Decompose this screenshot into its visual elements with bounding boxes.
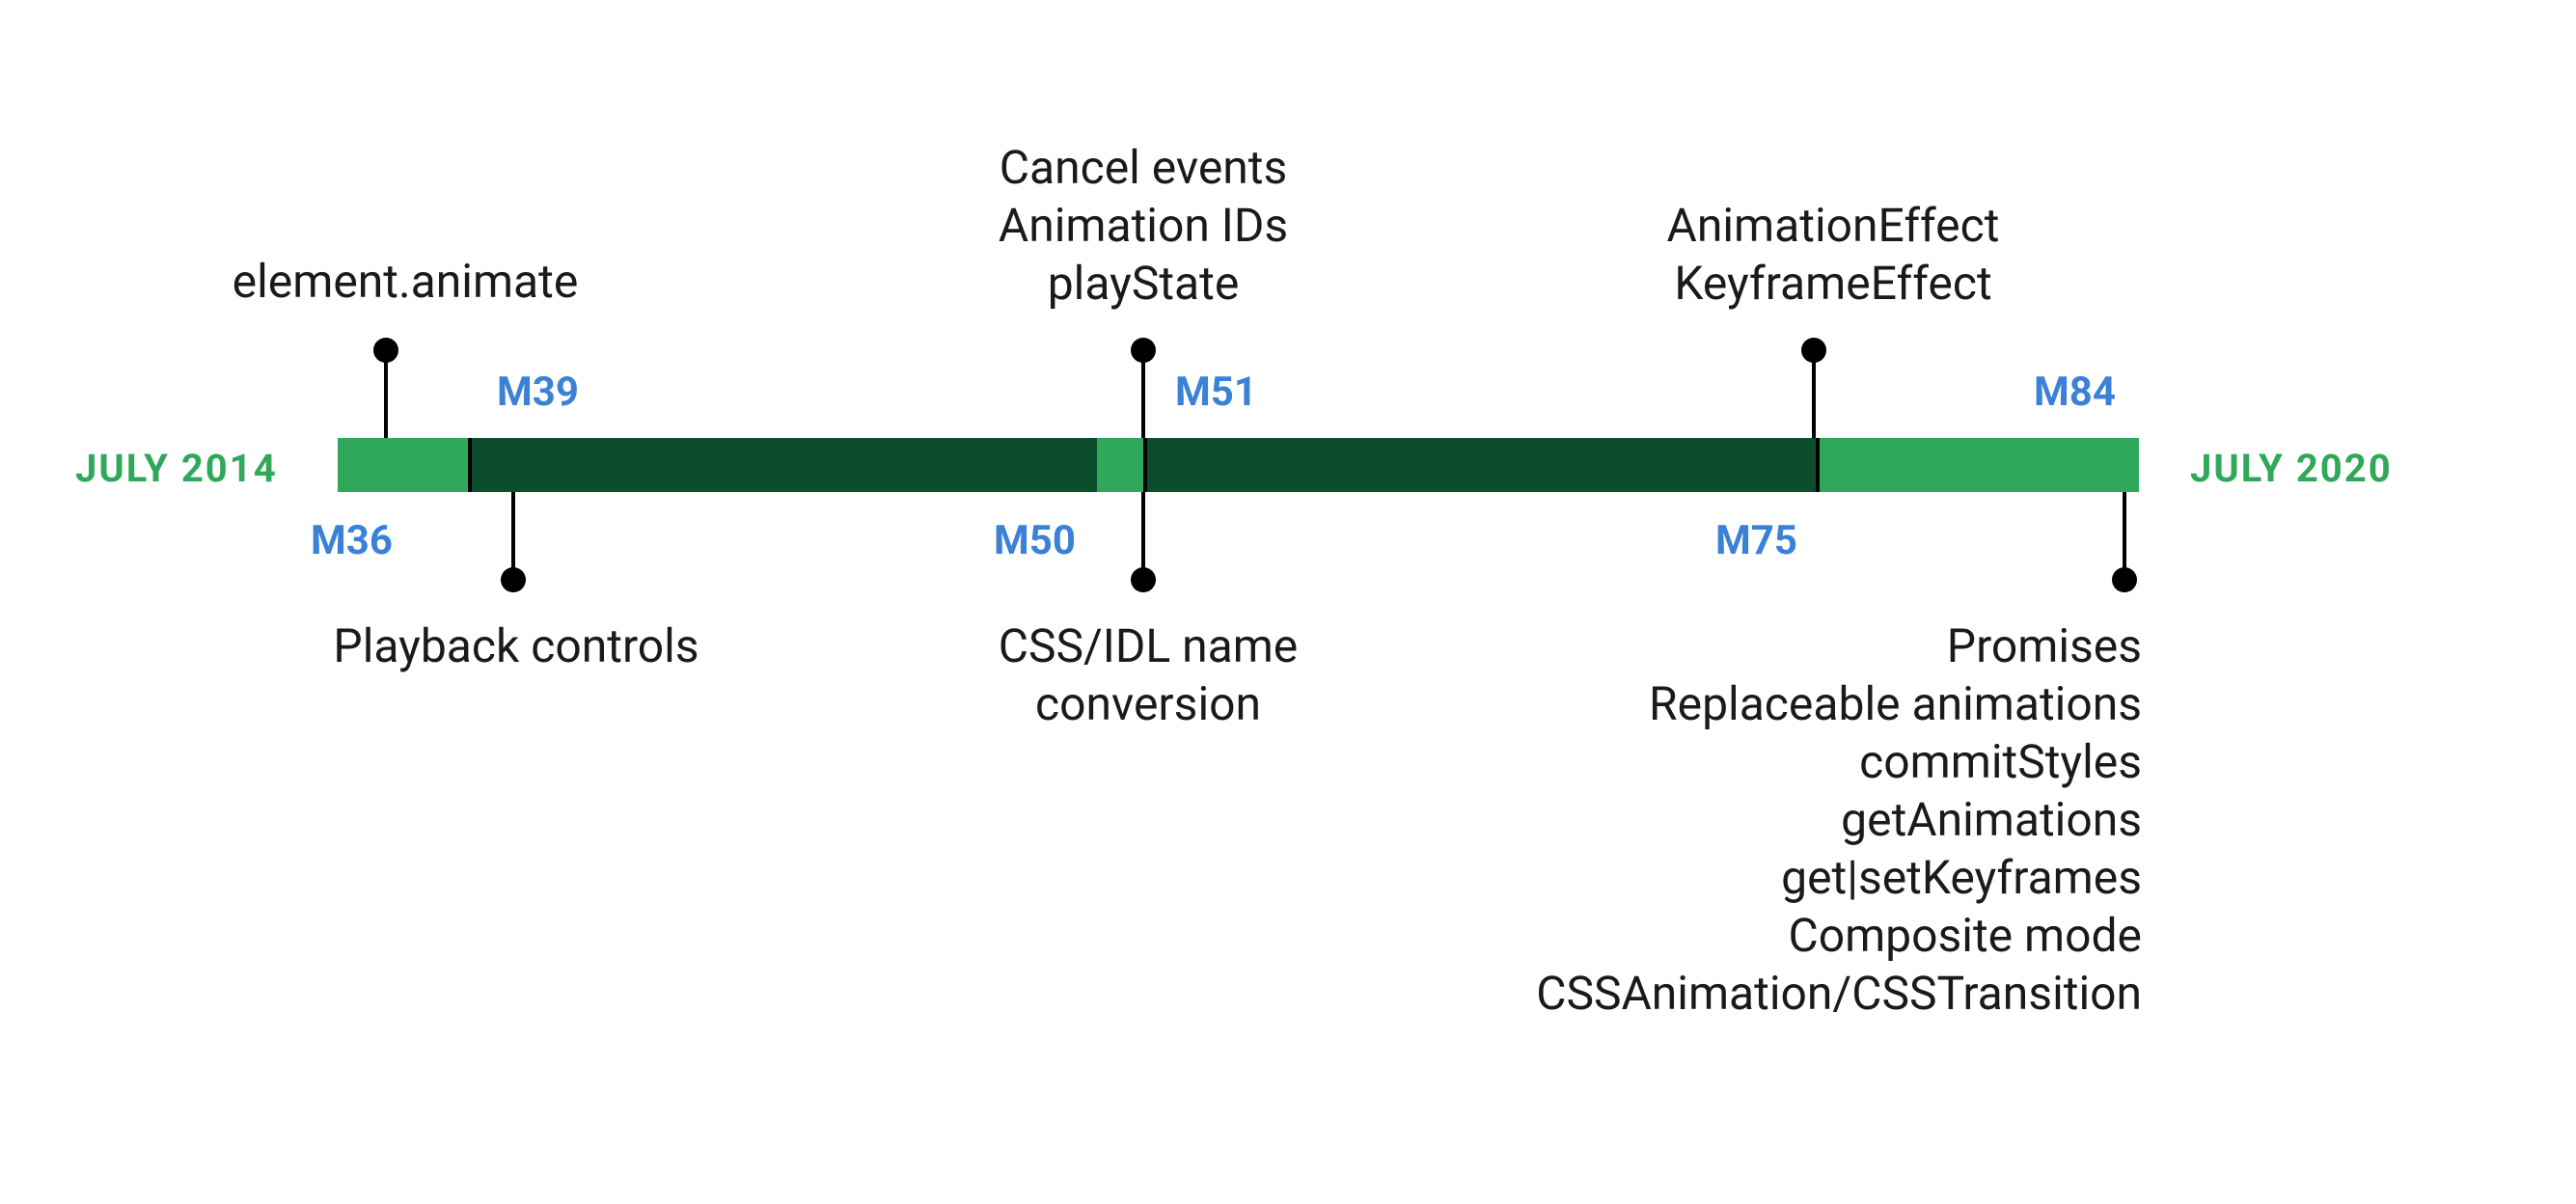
feature-label-line: AnimationEffect <box>1640 197 2026 255</box>
event-feature-text: AnimationEffectKeyframeEffect <box>1640 197 2026 313</box>
milestone-label: M36 <box>311 517 393 564</box>
timeline-segment <box>468 438 1097 492</box>
timeline-canvas: JULY 2014 JULY 2020 M39 M51 M84 M36 M50 M75 e… <box>0 0 2576 1204</box>
feature-label-line: element.animate <box>212 253 598 311</box>
feature-label-line: playState <box>936 255 1351 313</box>
feature-label-line: Playback controls <box>246 617 786 675</box>
feature-label-line: Animation IDs <box>936 197 1351 255</box>
feature-label-line: Replaceable animations <box>1534 675 2142 733</box>
event-feature-text: Cancel eventsAnimation IDsplayState <box>936 139 1351 313</box>
event-dot <box>2112 567 2137 592</box>
timeline-tick <box>468 438 472 492</box>
milestone-label: M50 <box>994 517 1076 564</box>
event-dot <box>1131 567 1156 592</box>
feature-label-line: Cancel events <box>936 139 1351 197</box>
feature-label-line: CSSAnimation/CSSTransition <box>1534 965 2142 1023</box>
milestone-label: M39 <box>497 369 579 416</box>
start-date-label: JULY 2014 <box>75 446 278 491</box>
end-date-label: JULY 2020 <box>2190 446 2393 491</box>
feature-label-line: KeyframeEffect <box>1640 255 2026 313</box>
timeline-segment <box>1143 438 1816 492</box>
milestone-label: M75 <box>1715 517 1797 564</box>
event-feature-text: element.animate <box>212 253 598 311</box>
milestone-label: M84 <box>2034 369 2116 416</box>
event-dot <box>373 338 398 363</box>
timeline-segment <box>1097 438 1143 492</box>
timeline-tick <box>1143 438 1147 492</box>
timeline-segment <box>338 438 468 492</box>
feature-label-line: conversion <box>888 675 1409 733</box>
feature-label-line: CSS/IDL name <box>888 617 1409 675</box>
event-dot <box>501 567 526 592</box>
timeline-segment <box>1816 438 2139 492</box>
event-feature-text: Playback controls <box>246 617 786 675</box>
feature-label-line: Composite mode <box>1534 907 2142 965</box>
event-feature-text: CSS/IDL nameconversion <box>888 617 1409 733</box>
event-dot <box>1131 338 1156 363</box>
milestone-label: M51 <box>1175 369 1257 416</box>
feature-label-line: Promises <box>1534 617 2142 675</box>
timeline-tick <box>1816 438 1820 492</box>
event-feature-text: PromisesReplaceable animationscommitStyl… <box>1534 617 2142 1023</box>
feature-label-line: getAnimations <box>1534 791 2142 849</box>
feature-label-line: commitStyles <box>1534 733 2142 791</box>
feature-label-line: get|setKeyframes <box>1534 849 2142 907</box>
event-dot <box>1801 338 1826 363</box>
